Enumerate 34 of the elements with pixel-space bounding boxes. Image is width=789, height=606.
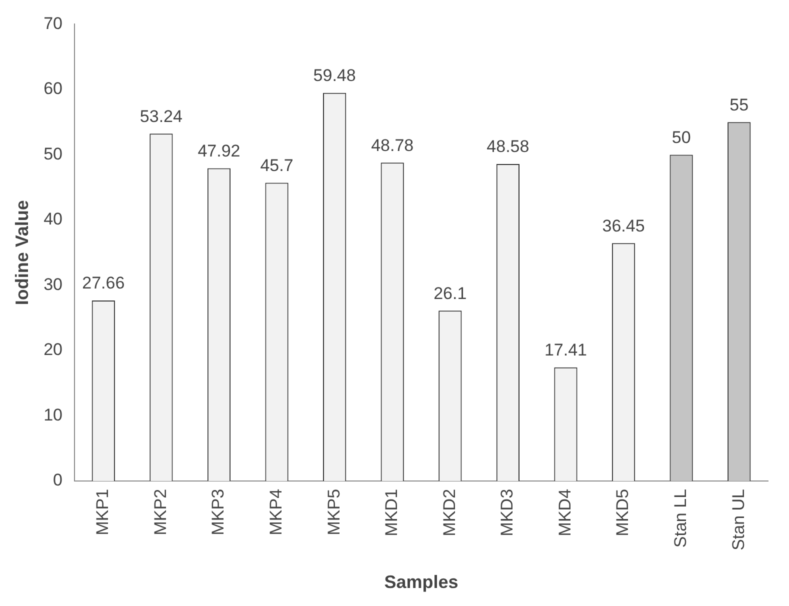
data-label: 50 xyxy=(672,128,691,147)
x-tick-label: MKP3 xyxy=(208,488,228,536)
data-label: 53.24 xyxy=(140,106,182,126)
x-tick-label: MKP1 xyxy=(93,488,112,536)
y-tick-label: 70 xyxy=(44,14,63,33)
x-tick-label: Stan LL xyxy=(671,488,690,548)
y-tick-label: 10 xyxy=(44,405,63,424)
data-label: 59.48 xyxy=(313,66,356,86)
y-axis-title: Iodine Value xyxy=(12,200,32,306)
data-label: 55 xyxy=(730,95,749,114)
x-tick-label: MKD1 xyxy=(382,488,402,536)
y-tick-label: 20 xyxy=(44,340,63,360)
x-tick-label: MKP2 xyxy=(150,488,170,536)
y-tick-label: 50 xyxy=(44,144,63,164)
y-tick-label: 0 xyxy=(53,470,63,490)
x-tick-label: MKP5 xyxy=(324,488,344,536)
x-tick-label: MKD2 xyxy=(440,488,459,536)
data-label: 48.78 xyxy=(371,136,414,155)
x-tick-label: MKD4 xyxy=(555,488,574,536)
data-label: 36.45 xyxy=(602,216,645,236)
data-label: 17.41 xyxy=(544,340,588,360)
data-label: 26.1 xyxy=(434,284,467,303)
y-tick-label: 30 xyxy=(44,274,63,294)
x-tick-label: MKD3 xyxy=(498,488,517,536)
data-label: 47.92 xyxy=(198,141,240,160)
x-tick-label: MKD5 xyxy=(613,488,632,536)
data-label: 45.7 xyxy=(260,156,294,175)
y-tick-label: 60 xyxy=(44,79,63,98)
data-label: 27.66 xyxy=(82,274,125,293)
data-label: 48.58 xyxy=(486,137,530,156)
x-tick-label: MKP4 xyxy=(266,488,286,536)
x-axis-title: Samples xyxy=(384,572,458,592)
y-tick-label: 40 xyxy=(44,210,63,229)
x-tick-label: Stan UL xyxy=(728,488,748,550)
